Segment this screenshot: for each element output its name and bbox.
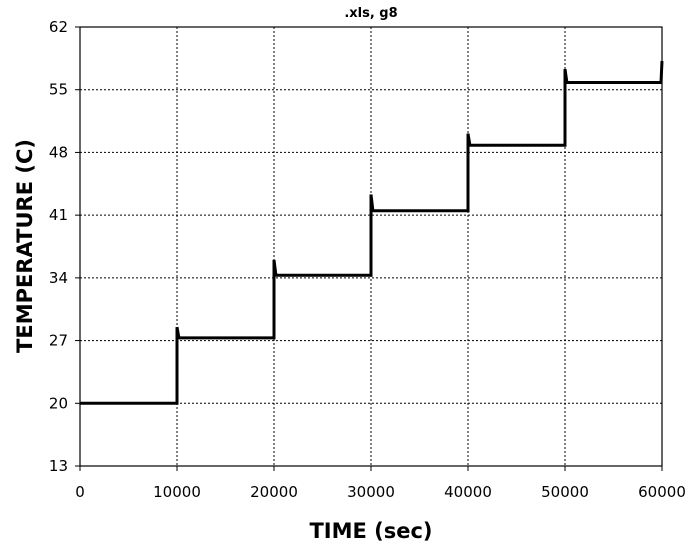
x-axis-ticks: 0 10000 20000 30000 40000 50000 60000 (75, 466, 686, 501)
chart-title: .xls, g8 (344, 6, 397, 21)
x-tick-label-3: 30000 (347, 483, 395, 501)
x-tick-label-2: 20000 (250, 483, 298, 501)
y-tick-label-1: 20 (49, 394, 68, 412)
x-tick-label-1: 10000 (153, 483, 201, 501)
y-tick-label-4: 41 (49, 206, 68, 224)
x-tick-label-6: 60000 (638, 483, 686, 501)
y-tick-label-3: 34 (49, 269, 68, 287)
y-tick-label-7: 62 (49, 18, 68, 36)
x-tick-label-0: 0 (75, 483, 85, 501)
x-tick-label-4: 40000 (444, 483, 492, 501)
series-line-0 (80, 60, 664, 405)
y-tick-label-5: 48 (49, 143, 68, 161)
y-tick-label-2: 27 (49, 332, 68, 350)
y-axis-ticks: 13 20 27 34 41 48 55 62 (49, 18, 80, 475)
y-tick-label-0: 13 (49, 457, 68, 475)
x-tick-label-5: 50000 (541, 483, 589, 501)
y-axis-label: TEMPERATURE (C) (13, 139, 37, 353)
series-group (80, 60, 664, 405)
x-axis-label: TIME (sec) (309, 519, 432, 543)
y-tick-label-6: 55 (49, 81, 68, 99)
